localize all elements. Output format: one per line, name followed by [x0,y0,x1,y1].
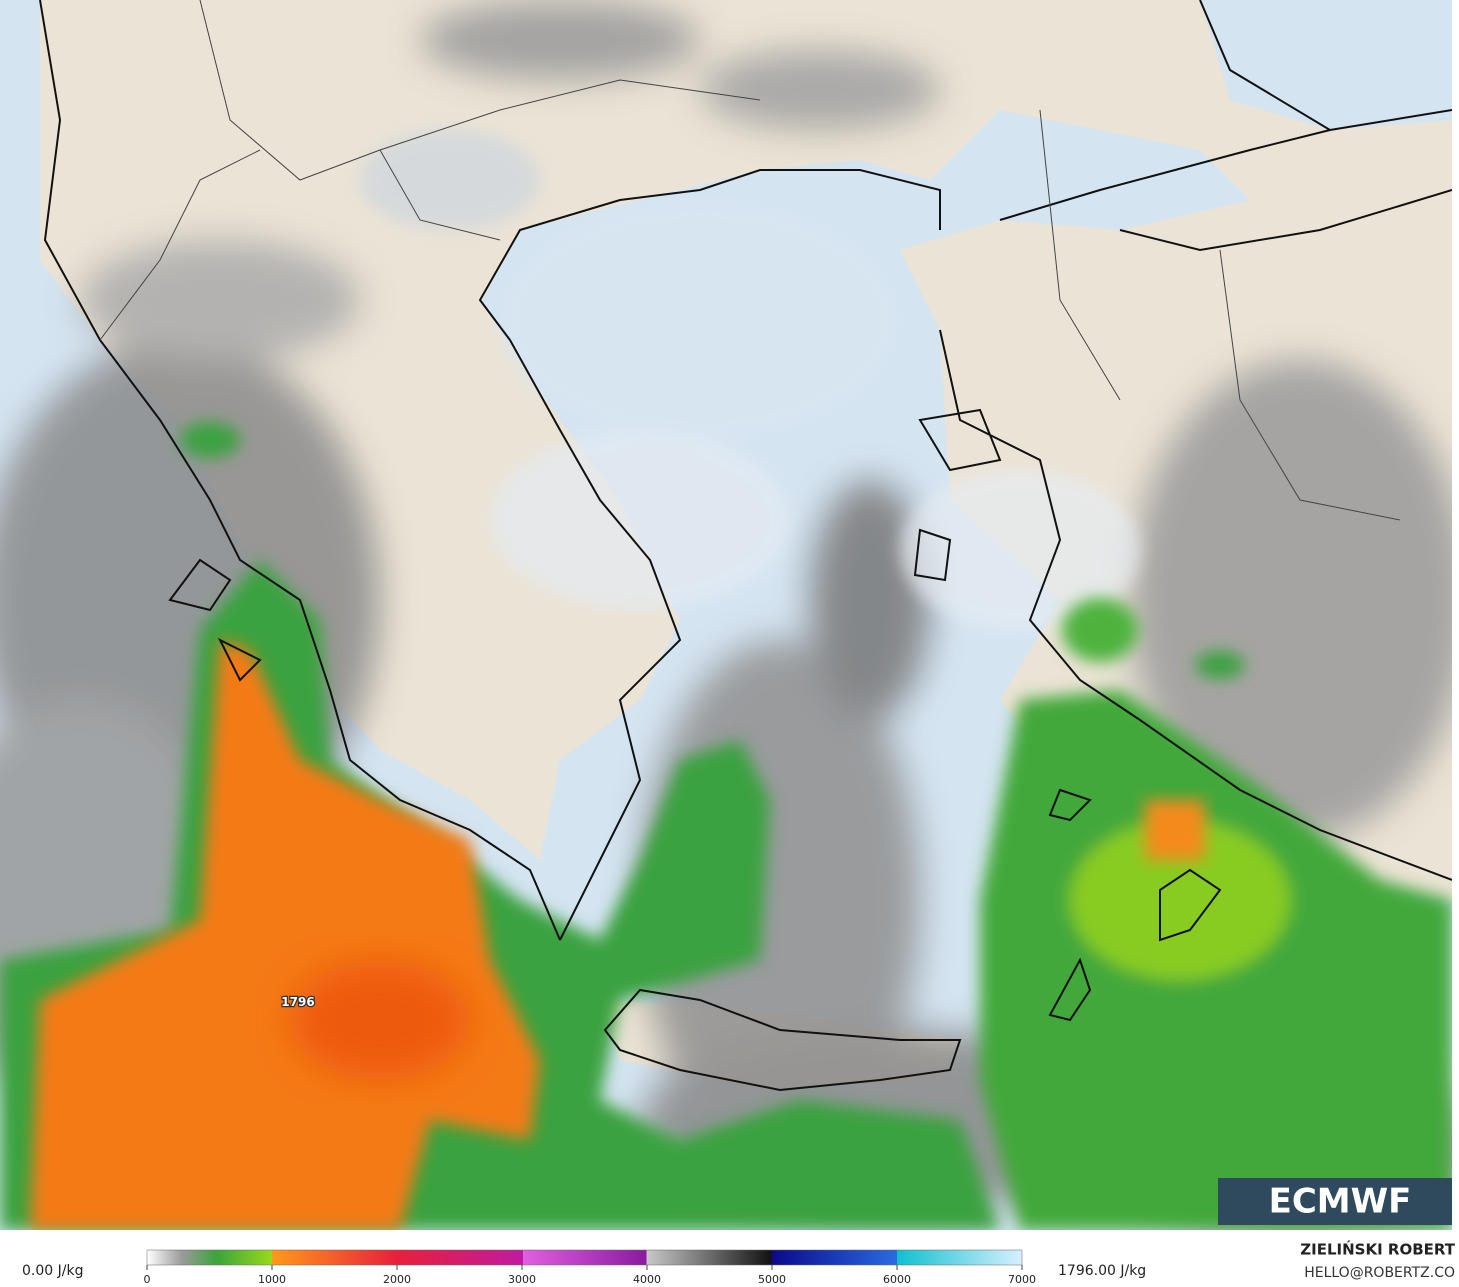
author: ZIELIŃSKI ROBERT [1300,1240,1455,1259]
colorbar [146,1249,1023,1266]
colorbar-ticks: 0 1000 2000 3000 4000 5000 6000 7000 [144,1265,1036,1286]
contact: HELLO@ROBERTZ.CO [1304,1265,1455,1281]
tick-label: 0 [144,1273,151,1286]
logo: ECMWF [1269,1182,1412,1222]
legend-max: 1796.00 J/kg [1058,1263,1146,1279]
legend-min: 0.00 J/kg [22,1263,83,1279]
cape-orange [1145,800,1205,860]
land [40,0,1452,900]
cape-orange [30,640,540,1230]
tick-label: 5000 [758,1273,786,1286]
max-value-label: 1796 [281,995,314,1009]
tick-label: 4000 [633,1273,661,1286]
tick-label: 2000 [383,1273,411,1286]
map: 1796 ECMWF [0,0,1452,1230]
tick-label: 7000 [1008,1273,1036,1286]
tick-label: 6000 [883,1273,911,1286]
tick-label: 3000 [508,1273,536,1286]
tick-label: 1000 [258,1273,286,1286]
logo-box [1218,1178,1452,1225]
cape-max [290,960,470,1080]
low-cape [360,130,1140,630]
